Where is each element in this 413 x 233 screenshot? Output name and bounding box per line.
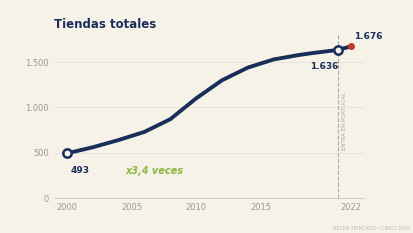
Text: x3,4 veces: x3,4 veces (125, 166, 183, 176)
Text: 493: 493 (71, 166, 90, 175)
Text: 1.676: 1.676 (353, 32, 382, 41)
Text: 1.636: 1.636 (309, 62, 337, 71)
Text: ENTRA EN PORTUGAL: ENTRA EN PORTUGAL (341, 92, 346, 150)
Text: Tiendas totales: Tiendas totales (54, 18, 156, 31)
Text: BELEN TRINCADO / CINCO DIAS: BELEN TRINCADO / CINCO DIAS (332, 226, 409, 231)
